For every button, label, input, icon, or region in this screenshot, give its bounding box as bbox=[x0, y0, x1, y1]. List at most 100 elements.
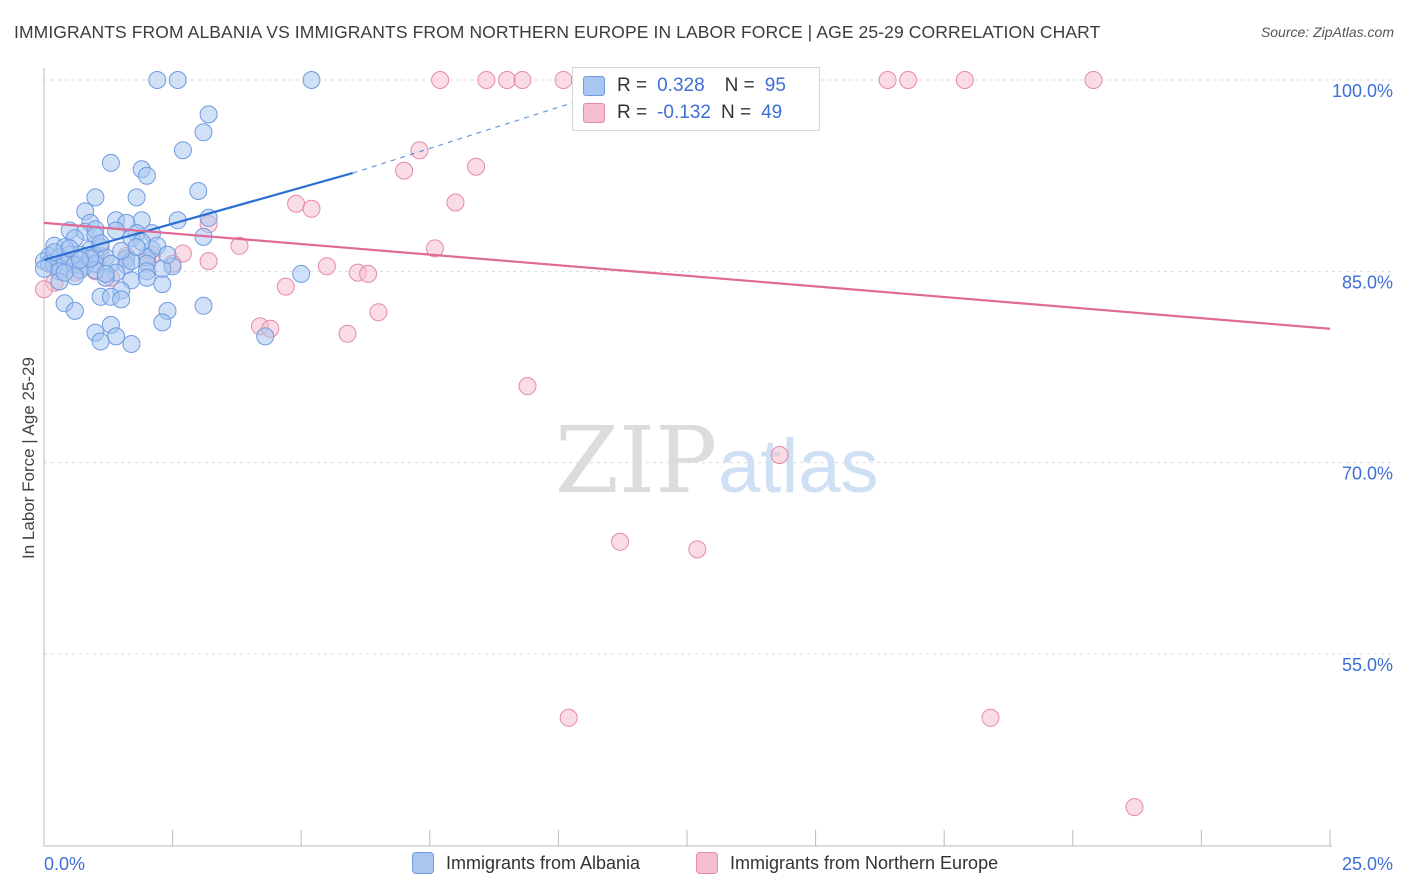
x-ticks bbox=[43, 830, 1331, 846]
y-tick-label: 100.0% bbox=[1332, 81, 1393, 101]
northern-point bbox=[35, 280, 53, 299]
northern-r-value: -0.132 bbox=[657, 102, 711, 123]
northern-point bbox=[955, 71, 974, 89]
northern-point bbox=[425, 239, 444, 258]
northern-point bbox=[359, 264, 378, 283]
albania-point bbox=[91, 332, 110, 351]
northern-point bbox=[518, 377, 537, 396]
albania-point bbox=[86, 188, 105, 207]
albania-point bbox=[127, 188, 146, 207]
legend-item-northern[interactable]: Immigrants from Northern Europe bbox=[696, 852, 998, 874]
albania-trend-line bbox=[43, 172, 353, 261]
albania-point bbox=[302, 71, 321, 89]
albania-point bbox=[107, 327, 125, 346]
northern-point bbox=[199, 252, 218, 271]
chart-title: IMMIGRANTS FROM ALBANIA VS IMMIGRANTS FR… bbox=[14, 22, 1101, 42]
albania-r-value: 0.328 bbox=[657, 75, 705, 96]
albania-point bbox=[127, 238, 146, 257]
trend-lines bbox=[43, 81, 1331, 330]
northern-point bbox=[899, 71, 918, 89]
albania-point bbox=[199, 105, 218, 124]
northern-r-label: R = bbox=[617, 102, 648, 123]
northern-point bbox=[410, 141, 429, 160]
albania-swatch bbox=[583, 76, 605, 96]
legend-row-albania: R = 0.328 N = 95 bbox=[583, 73, 786, 99]
albania-point bbox=[65, 301, 84, 320]
albania-r-label: R = bbox=[617, 75, 648, 96]
albania-points bbox=[35, 71, 321, 353]
albania-point bbox=[107, 221, 125, 240]
legend-item-albania[interactable]: Immigrants from Albania bbox=[412, 852, 640, 874]
northern-point bbox=[477, 71, 496, 89]
northern-point bbox=[559, 708, 578, 727]
northern-swatch bbox=[583, 103, 605, 123]
northern-point bbox=[770, 446, 789, 464]
northern-point bbox=[688, 540, 707, 559]
northern-point bbox=[1125, 798, 1144, 817]
albania-point bbox=[148, 71, 167, 89]
northern-point bbox=[467, 157, 486, 176]
legend-albania-swatch bbox=[412, 852, 434, 874]
watermark-atlas: atlas bbox=[718, 424, 879, 509]
albania-n-value: 95 bbox=[764, 75, 786, 96]
albania-point bbox=[194, 296, 213, 315]
northern-point bbox=[446, 193, 465, 212]
albania-point bbox=[194, 123, 213, 142]
y-axis-label: In Labor Force | Age 25-29 bbox=[19, 357, 38, 559]
y-tick-label: 85.0% bbox=[1342, 272, 1393, 292]
y-gridlines bbox=[44, 79, 1394, 655]
northern-point bbox=[513, 71, 532, 89]
albania-point bbox=[292, 264, 311, 283]
watermark-zip: ZIP bbox=[555, 407, 717, 514]
albania-point bbox=[112, 290, 131, 309]
albania-point bbox=[137, 166, 156, 185]
albania-point bbox=[256, 327, 275, 346]
x-tick-labels: 0.0% 25.0% bbox=[44, 854, 1393, 874]
y-tick-labels: 55.0% 70.0% 85.0% 100.0% bbox=[1332, 81, 1393, 675]
northern-point bbox=[611, 532, 630, 551]
legend-northern-swatch bbox=[696, 852, 718, 874]
northern-point bbox=[498, 71, 516, 89]
albania-point bbox=[158, 245, 177, 264]
correlation-legend: R = 0.328 N = 95 R = -0.132 N = 49 bbox=[572, 67, 820, 131]
albania-point bbox=[101, 153, 120, 172]
northern-point bbox=[338, 324, 357, 343]
albania-point bbox=[189, 182, 208, 200]
northern-point bbox=[230, 236, 249, 255]
legend-row-northern: R = -0.132 N = 49 bbox=[583, 100, 782, 126]
y-tick-label: 70.0% bbox=[1342, 464, 1393, 484]
source-label: Source: ZipAtlas.com bbox=[1260, 24, 1394, 40]
albania-point bbox=[112, 241, 131, 260]
legend-albania-label: Immigrants from Albania bbox=[446, 852, 641, 873]
x-tick-label-max: 25.0% bbox=[1342, 854, 1393, 874]
albania-point bbox=[71, 250, 89, 269]
northern-point bbox=[1084, 71, 1103, 89]
northern-trend-line bbox=[43, 221, 1331, 330]
albania-point bbox=[173, 141, 192, 160]
albania-n-label: N = bbox=[724, 75, 755, 96]
x-tick-label-min: 0.0% bbox=[44, 854, 85, 874]
northern-point bbox=[395, 161, 414, 180]
albania-point bbox=[35, 259, 53, 278]
y-tick-label: 55.0% bbox=[1342, 655, 1393, 675]
northern-point bbox=[287, 194, 306, 213]
northern-point bbox=[369, 303, 388, 322]
albania-point bbox=[153, 275, 172, 294]
northern-point bbox=[431, 71, 450, 89]
northern-point bbox=[981, 708, 1000, 727]
albania-point bbox=[96, 264, 115, 283]
albania-point bbox=[168, 71, 187, 89]
northern-n-value: 49 bbox=[761, 102, 783, 123]
series-legend: Immigrants from Albania Immigrants from … bbox=[0, 852, 1406, 878]
albania-point bbox=[122, 335, 141, 353]
northern-point bbox=[302, 199, 321, 218]
albania-point bbox=[199, 208, 218, 227]
northern-point bbox=[878, 71, 897, 89]
northern-point bbox=[276, 277, 295, 296]
northern-point bbox=[554, 71, 573, 89]
albania-point bbox=[137, 268, 156, 287]
northern-point bbox=[317, 257, 336, 276]
albania-point bbox=[55, 263, 74, 282]
albania-point bbox=[153, 313, 172, 332]
